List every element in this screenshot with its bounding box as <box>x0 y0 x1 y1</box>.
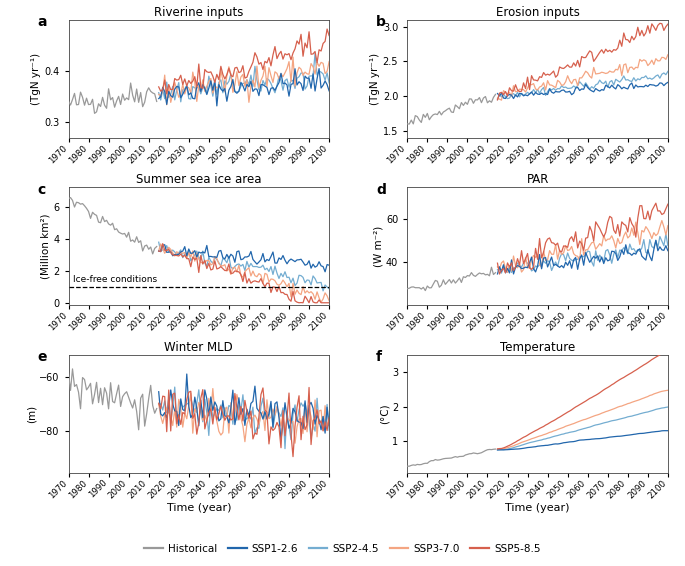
Title: Summer sea ice area: Summer sea ice area <box>136 173 262 186</box>
Text: e: e <box>37 350 47 364</box>
Y-axis label: (TgN yr⁻¹): (TgN yr⁻¹) <box>370 53 380 105</box>
Y-axis label: (°C): (°C) <box>379 404 389 424</box>
Text: f: f <box>376 350 382 364</box>
X-axis label: Time (year): Time (year) <box>166 503 231 513</box>
Y-axis label: (m): (m) <box>26 405 36 423</box>
Text: b: b <box>376 15 386 29</box>
X-axis label: Time (year): Time (year) <box>506 503 570 513</box>
Y-axis label: (Million km²): (Million km²) <box>40 213 51 279</box>
Text: c: c <box>37 182 45 196</box>
Legend: Historical, SSP1-2.6, SSP2-4.5, SSP3-7.0, SSP5-8.5: Historical, SSP1-2.6, SSP2-4.5, SSP3-7.0… <box>140 539 545 558</box>
Text: Ice-free conditions: Ice-free conditions <box>73 275 157 284</box>
Y-axis label: (W m⁻²): (W m⁻²) <box>373 226 383 267</box>
Text: a: a <box>37 15 47 29</box>
Title: Riverine inputs: Riverine inputs <box>154 6 243 19</box>
Text: d: d <box>376 182 386 196</box>
Title: Winter MLD: Winter MLD <box>164 341 233 354</box>
Title: PAR: PAR <box>526 173 549 186</box>
Y-axis label: (TgN yr⁻¹): (TgN yr⁻¹) <box>32 53 42 105</box>
Title: Temperature: Temperature <box>500 341 575 354</box>
Title: Erosion inputs: Erosion inputs <box>496 6 580 19</box>
